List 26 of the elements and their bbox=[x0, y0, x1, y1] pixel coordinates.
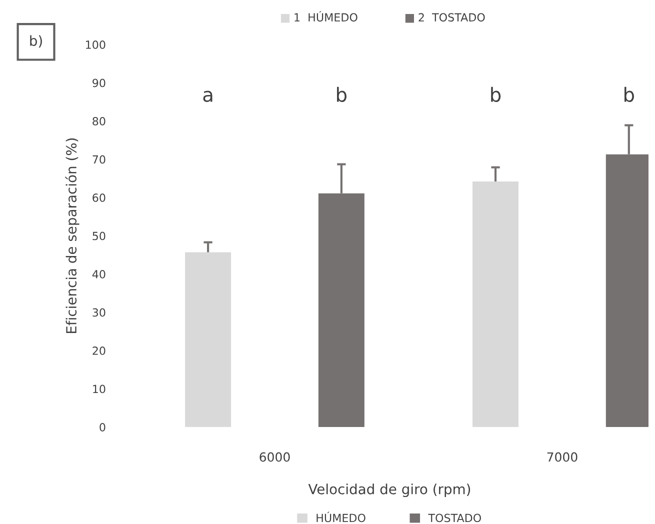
y-tick-label: 10 bbox=[93, 384, 106, 394]
legend-label: TOSTADO bbox=[428, 514, 482, 522]
y-tick-label: 60 bbox=[92, 194, 106, 202]
annotation: b bbox=[624, 86, 634, 102]
x-tick-label: 6000 bbox=[260, 452, 290, 462]
legend-label: HÚMEDO bbox=[316, 512, 366, 522]
text: 1 HÚMEDO bbox=[294, 11, 358, 22]
x-axis-title: Velocidad de giro (rpm) bbox=[308, 484, 470, 498]
text: b) bbox=[30, 35, 42, 48]
y-tick-label: 70 bbox=[92, 155, 106, 164]
x-tick-label: 7000 bbox=[547, 452, 578, 462]
y-tick-label: 100 bbox=[86, 40, 106, 49]
y-tick-label: 90 bbox=[92, 78, 106, 88]
bar bbox=[185, 252, 232, 428]
annotation: b bbox=[491, 86, 501, 102]
text: 2 TOSTADO bbox=[418, 13, 485, 22]
y-axis-title: Eficiencia de separación (%) bbox=[65, 138, 80, 334]
y-tick-label: 20 bbox=[92, 346, 106, 355]
y-tick-label: 0 bbox=[100, 423, 106, 432]
y-tick-label: 50 bbox=[92, 232, 106, 240]
y-tick-label: 40 bbox=[92, 270, 106, 278]
y-tick-label: 80 bbox=[92, 117, 106, 126]
bar bbox=[472, 181, 519, 428]
y-tick-label: 30 bbox=[92, 308, 106, 317]
annotation: b bbox=[337, 86, 347, 102]
annotation: a bbox=[203, 90, 212, 102]
